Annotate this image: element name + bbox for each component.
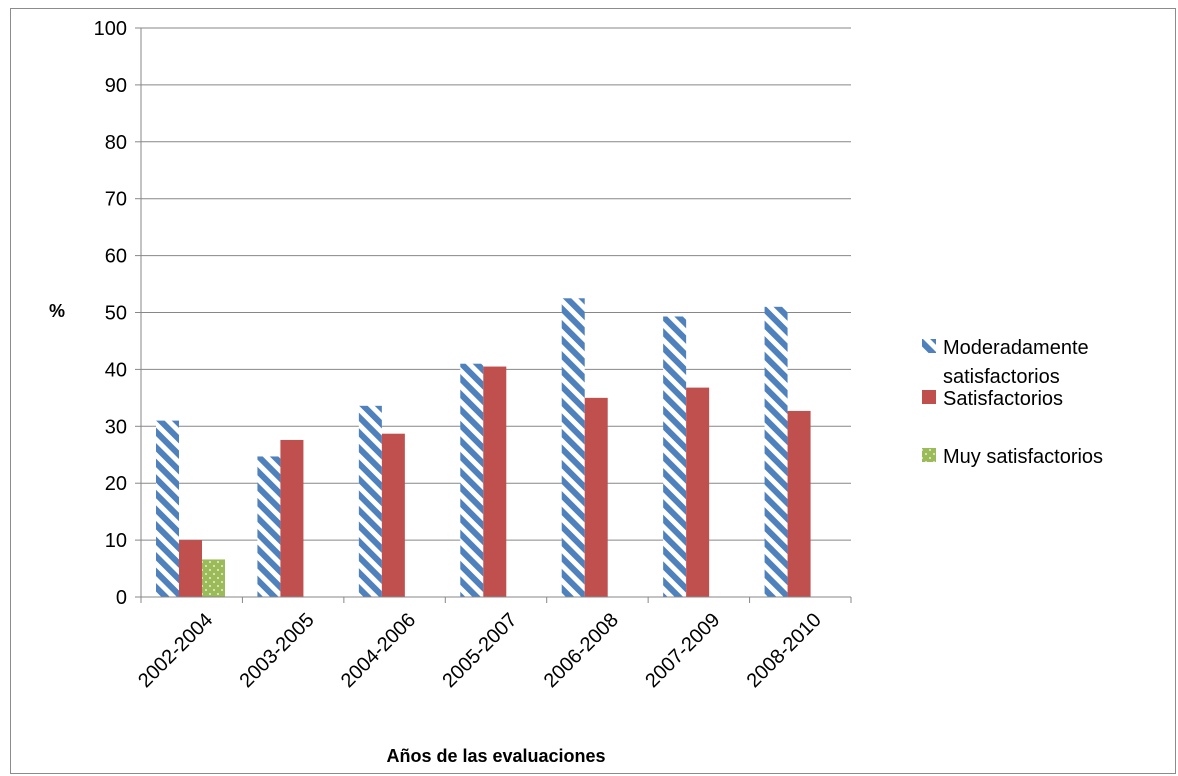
bar-moderadamente-satisfactorios-2004-2006 <box>358 405 382 597</box>
bar-moderadamente-satisfactorios-2005-2007 <box>460 363 484 597</box>
gridlines <box>141 27 851 541</box>
bar-moderadamente-satisfactorios-2007-2009 <box>663 316 687 597</box>
y-tick-label: 70 <box>105 189 127 211</box>
y-tick-label: 80 <box>105 132 127 154</box>
axes <box>135 27 852 603</box>
bar-moderadamente-satisfactorios-2008-2010 <box>764 306 788 597</box>
x-axis-label: Años de las evaluaciones <box>386 746 605 766</box>
legend-label: Satisfactorios <box>943 388 1063 410</box>
x-tick-label: 2005-2007 <box>438 609 521 692</box>
x-tick-label: 2004-2006 <box>337 609 420 692</box>
y-tick-labels: 0 10 20 30 40 50 60 70 80 90 100 <box>94 18 127 609</box>
x-tick-label: 2006-2008 <box>540 609 623 692</box>
x-tick-labels: 2002-2004 2003-2005 2004-2006 2005-2007 2006… <box>134 609 826 692</box>
x-tick-label: 2002-2004 <box>134 609 217 692</box>
x-tick-label: 2007-2009 <box>641 609 724 692</box>
bar-satisfactorios-2002-2004 <box>179 540 202 597</box>
bar-moderadamente-satisfactorios-2002-2004 <box>156 420 179 597</box>
y-tick-label: 10 <box>105 530 127 552</box>
bar-satisfactorios-2004-2006 <box>381 433 405 597</box>
bar-satisfactorios-2007-2009 <box>686 387 710 597</box>
chart-frame <box>10 8 1176 774</box>
y-tick-label: 50 <box>105 303 127 325</box>
y-tick-label: 20 <box>105 473 127 495</box>
legend-swatch <box>922 448 936 462</box>
y-tick-label: 100 <box>94 18 127 40</box>
bars <box>156 298 811 597</box>
y-tick-label: 40 <box>105 359 127 381</box>
legend-label: Muy satisfactorios <box>943 446 1103 468</box>
legend-swatch <box>922 390 936 404</box>
x-tick-label: 2008-2010 <box>743 609 826 692</box>
bar-moderadamente-satisfactorios-2003-2005 <box>257 456 281 597</box>
y-axis-label: % <box>49 301 65 321</box>
legend: Moderadamente satisfactoriosSatisfactorio… <box>922 337 1103 468</box>
bar-satisfactorios-2006-2008 <box>584 397 608 597</box>
y-tick-label: 90 <box>105 75 127 97</box>
bar-muy-satisfactorios-2002-2004 <box>202 559 225 597</box>
y-tick-label: 0 <box>116 587 127 609</box>
bar-moderadamente-satisfactorios-2006-2008 <box>561 298 585 597</box>
bar-satisfactorios-2003-2005 <box>280 439 304 597</box>
bar-satisfactorios-2008-2010 <box>787 410 811 597</box>
x-tick-label: 2003-2005 <box>235 609 318 692</box>
y-tick-label: 30 <box>105 416 127 438</box>
legend-label: satisfactorios <box>943 366 1060 388</box>
bar-satisfactorios-2005-2007 <box>483 366 507 597</box>
legend-label: Moderadamente <box>943 337 1089 359</box>
y-tick-label: 60 <box>105 246 127 268</box>
legend-swatch <box>922 339 936 353</box>
